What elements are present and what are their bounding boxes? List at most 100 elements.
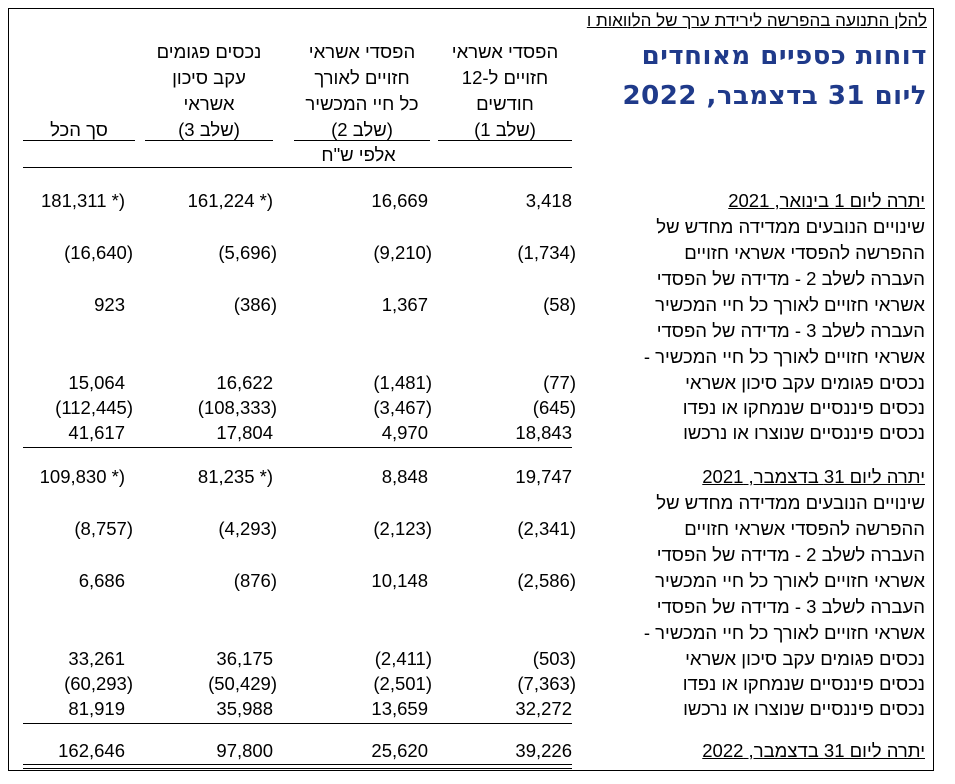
- value-cell: (8,757): [74, 518, 133, 539]
- value-cell: (2,501): [373, 673, 432, 694]
- value-cell: (112,445): [55, 397, 133, 418]
- value-cell: 16,669: [371, 190, 428, 211]
- value-cell: (108,333): [197, 397, 277, 418]
- value-cell: (58): [543, 294, 576, 315]
- section-note: להלן התנועה בהפרשה לירידת ערך של הלוואות…: [586, 11, 927, 30]
- header-underline: [23, 140, 135, 141]
- header-underline: [438, 140, 572, 141]
- header-line: כל חיי המכשיר: [305, 93, 419, 114]
- value-cell: 923: [94, 294, 125, 315]
- column-header-stage3: נכסים פגומים עקב סיכון אשראי (שלב 3): [145, 39, 273, 143]
- value-cell: 16,622: [216, 372, 273, 393]
- row-label: אשראי חזויים לאורך כל חיי המכשיר: [655, 294, 925, 315]
- value-cell: (77): [543, 372, 576, 393]
- column-header-total: סך הכל: [23, 117, 135, 143]
- header-line: חודשים: [476, 93, 534, 114]
- header-underline: [145, 140, 273, 141]
- row-label: שינויים הנובעים ממדידה מחדש של: [656, 492, 925, 513]
- value-cell: (16,640): [64, 242, 133, 263]
- value-cell: (5,696): [218, 242, 277, 263]
- header-line: (שלב 2): [331, 119, 393, 140]
- header-line: הפסדי אשראי: [451, 41, 559, 62]
- value-cell: 8,848: [381, 466, 428, 487]
- opening-balance-label: יתרה ליום 1 בינואר, 2021: [728, 190, 925, 211]
- value-cell: 32,272: [515, 698, 572, 719]
- row-label: העברה לשלב 2 - מדידה של הפסדי: [656, 268, 925, 289]
- header-line: (שלב 3): [178, 119, 240, 140]
- value-cell: 18,843: [515, 422, 572, 443]
- value-cell: (2,341): [517, 518, 576, 539]
- row-label: נכסים פגומים עקב סיכון אשראי: [685, 648, 925, 669]
- value-cell: 3,418: [525, 190, 572, 211]
- row-label: אשראי חזויים לאורך כל חיי המכשיר -: [643, 346, 925, 367]
- value-cell: 15,064: [68, 372, 125, 393]
- total-double-underline: [23, 764, 572, 769]
- value-cell: 4,970: [381, 422, 428, 443]
- header-line: חזויים לאורך: [314, 67, 410, 88]
- value-cell: 10,148: [371, 570, 428, 591]
- header-line: חזויים ל-12: [461, 67, 549, 88]
- value-cell: 6,686: [78, 570, 125, 591]
- value-cell: (1,481): [373, 372, 432, 393]
- header-line: נכסים פגומים: [156, 41, 262, 62]
- row-label: אשראי חזויים לאורך כל חיי המכשיר -: [643, 622, 925, 643]
- value-cell: 19,747: [515, 466, 572, 487]
- row-label: נכסים פגומים עקב סיכון אשראי: [685, 372, 925, 393]
- value-cell: 13,659: [371, 698, 428, 719]
- value-cell: 17,804: [216, 422, 273, 443]
- value-cell: (503): [532, 648, 576, 669]
- unit-underline: [23, 167, 572, 168]
- value-cell: 33,261: [68, 648, 125, 669]
- value-cell: (7,363): [517, 673, 576, 694]
- value-cell: 97,800: [216, 740, 273, 761]
- row-label: נכסים פיננסיים שנוצרו או נרכשו: [683, 422, 925, 443]
- row-label: ההפרשה להפסדי אשראי חזויים: [684, 518, 925, 539]
- header-line: הפסדי אשראי: [308, 41, 416, 62]
- row-label: העברה לשלב 2 - מדידה של הפסדי: [656, 544, 925, 565]
- row-label: ההפרשה להפסדי אשראי חזויים: [684, 242, 925, 263]
- title-line-2: ליום 31 בדצמבר, 2022: [622, 81, 927, 111]
- value-cell: (60,293): [64, 673, 133, 694]
- value-cell: (4,293): [218, 518, 277, 539]
- value-cell: 39,226: [515, 740, 572, 761]
- value-cell: 41,617: [68, 422, 125, 443]
- row-label: נכסים פיננסיים שנמחקו או נפדו: [682, 397, 925, 418]
- value-cell: (645): [532, 397, 576, 418]
- value-cell: (2,411): [374, 648, 432, 669]
- unit-label: אלפי ש"ח: [321, 144, 396, 165]
- value-cell: 162,646: [58, 740, 125, 761]
- value-cell: (2,586): [517, 570, 576, 591]
- value-cell: 35,988: [216, 698, 273, 719]
- value-cell: 36,175: [216, 648, 273, 669]
- row-label: שינויים הנובעים ממדידה מחדש של: [656, 216, 925, 237]
- header-line: אשראי: [183, 93, 235, 114]
- value-cell: 181,311 *): [41, 190, 125, 211]
- value-cell: (3,467): [373, 397, 432, 418]
- header-line: סך הכל: [50, 119, 108, 140]
- value-cell: (386): [233, 294, 277, 315]
- value-cell: 109,830 *): [39, 466, 125, 487]
- column-header-stage1: הפסדי אשראי חזויים ל-12 חודשים (שלב 1): [438, 39, 572, 143]
- opening-balance-label: יתרה ליום 31 בדצמבר, 2021: [702, 466, 925, 487]
- row-label: נכסים פיננסיים שנוצרו או נרכשו: [683, 698, 925, 719]
- document-frame: להלן התנועה בהפרשה לירידת ערך של הלוואות…: [8, 8, 934, 771]
- row-label: אשראי חזויים לאורך כל חיי המכשיר: [655, 570, 925, 591]
- value-cell: 1,367: [381, 294, 428, 315]
- value-cell: 25,620: [371, 740, 428, 761]
- value-cell: (9,210): [373, 242, 432, 263]
- value-cell: (50,429): [208, 673, 277, 694]
- value-cell: (876): [233, 570, 277, 591]
- value-cell: (2,123): [373, 518, 432, 539]
- header-underline: [294, 140, 430, 141]
- title-line-1: דוחות כספיים מאוחדים: [641, 41, 927, 71]
- subtotal-line: [23, 723, 572, 724]
- closing-balance-label: יתרה ליום 31 בדצמבר, 2022: [702, 740, 925, 761]
- row-label: נכסים פיננסיים שנמחקו או נפדו: [682, 673, 925, 694]
- value-cell: 161,224 *): [187, 190, 273, 211]
- value-cell: (1,734): [517, 242, 576, 263]
- subtotal-line: [23, 447, 572, 448]
- row-label: העברה לשלב 3 - מדידה של הפסדי: [656, 320, 925, 341]
- value-cell: 81,919: [68, 698, 125, 719]
- header-line: (שלב 1): [474, 119, 536, 140]
- header-line: עקב סיכון: [172, 67, 246, 88]
